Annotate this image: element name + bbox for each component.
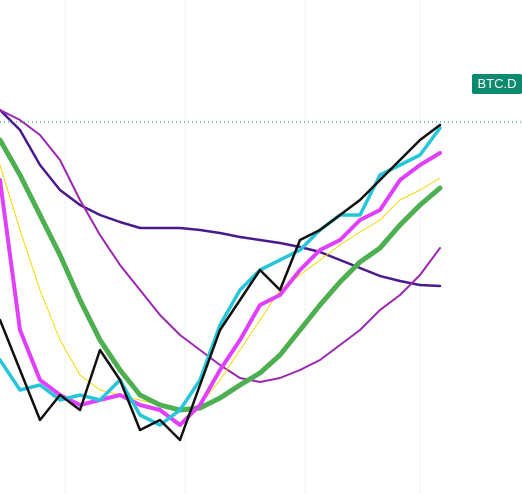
series-group bbox=[0, 108, 443, 442]
overlay: BTC.D bbox=[0, 74, 522, 123]
series-line bbox=[0, 108, 442, 288]
series-line bbox=[0, 123, 442, 442]
symbol-label-box bbox=[472, 74, 522, 94]
series-line bbox=[0, 151, 442, 427]
symbol-label: BTC.D bbox=[478, 76, 517, 91]
series-line bbox=[0, 137, 443, 413]
series-line bbox=[0, 164, 441, 411]
background-grid bbox=[64, 0, 421, 494]
series-line bbox=[0, 109, 441, 383]
series-line bbox=[0, 126, 442, 427]
